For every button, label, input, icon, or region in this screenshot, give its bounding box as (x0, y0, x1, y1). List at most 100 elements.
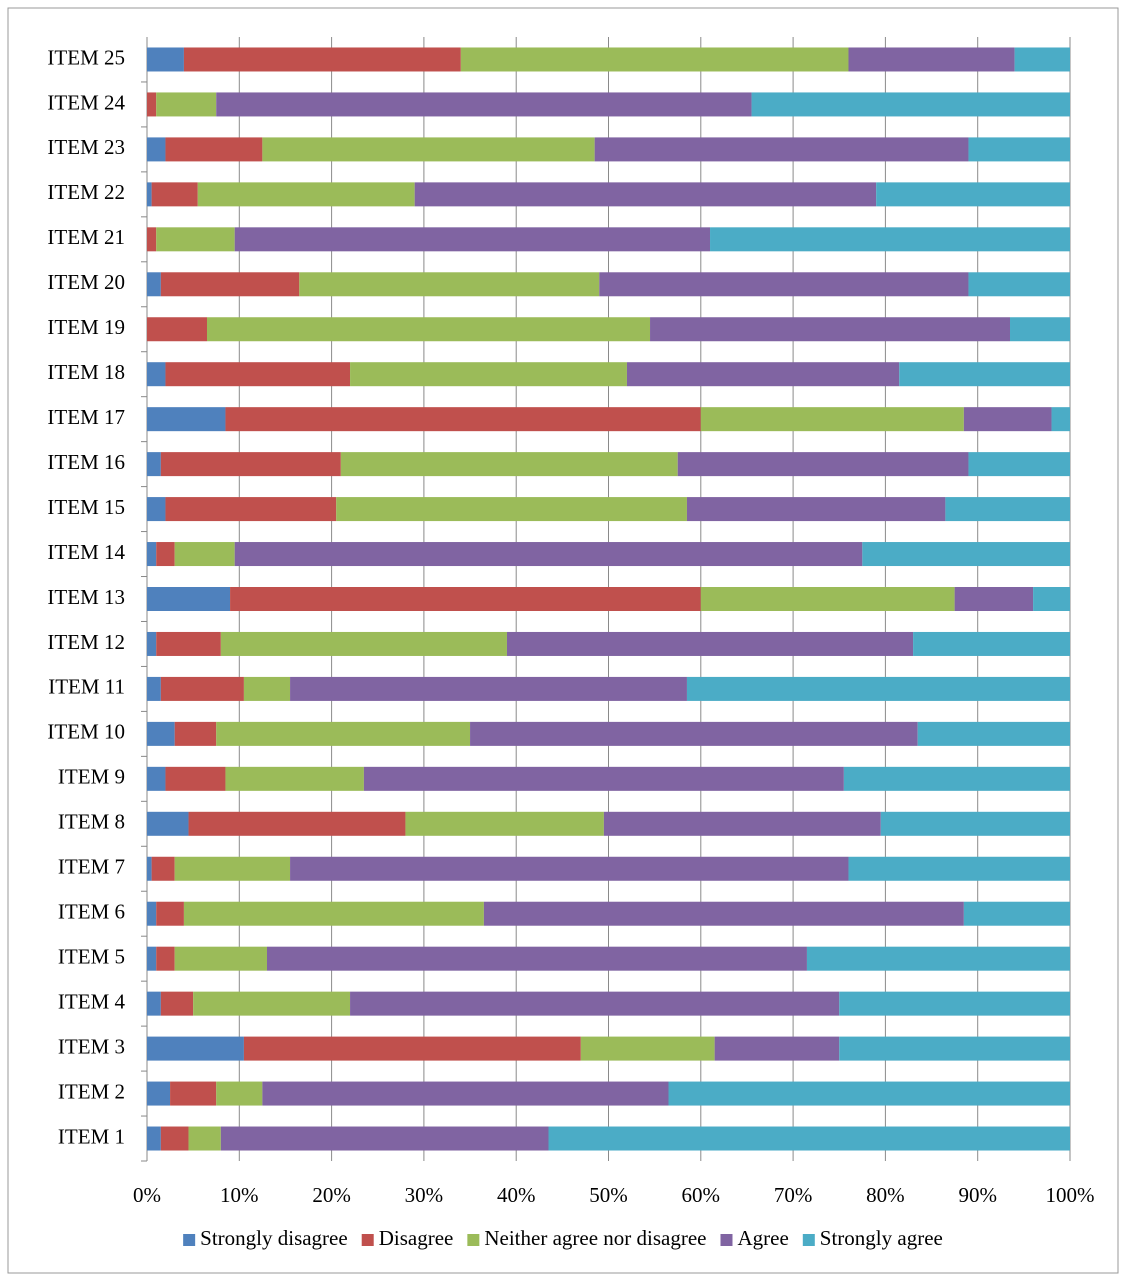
bar-segment (147, 946, 157, 971)
y-tick-label: ITEM 6 (58, 900, 125, 924)
bar-segment (336, 497, 687, 522)
bar-segment (700, 587, 955, 611)
legend-label: Strongly agree (820, 1226, 943, 1250)
bar-segment (147, 721, 175, 746)
bar-segment (234, 227, 711, 252)
x-tick-label: 30% (405, 1183, 444, 1207)
bar-segment (147, 317, 207, 342)
y-tick-label: ITEM 14 (47, 540, 125, 564)
bar-segment (917, 721, 1070, 746)
bar-segment (243, 1036, 581, 1061)
bar-segment (880, 811, 1070, 836)
bar-segment (650, 317, 1011, 342)
y-tick-label: ITEM 8 (58, 810, 125, 834)
bar-segment (156, 946, 175, 971)
bar-segment (350, 991, 840, 1016)
y-tick-label: ITEM 23 (47, 135, 125, 159)
bar-segment (174, 542, 235, 567)
bar-segment (363, 766, 844, 791)
bar-segment (193, 991, 351, 1016)
bar-segment (147, 542, 157, 567)
bar-segment (225, 766, 364, 791)
bar-segment (151, 856, 175, 881)
bar-segment (220, 1126, 549, 1151)
y-tick-label: ITEM 10 (47, 720, 125, 744)
legend-label: Agree (737, 1226, 788, 1250)
bar-segment (1014, 47, 1070, 72)
bar-segment (174, 946, 267, 971)
bar-segment (290, 856, 849, 881)
bar-segment (862, 542, 1070, 567)
bar-segment (230, 587, 701, 611)
bar-segment (165, 497, 337, 522)
bar-segment (147, 901, 157, 926)
bar-segment (147, 1126, 161, 1151)
x-tick-label: 90% (958, 1183, 997, 1207)
x-tick-label: 20% (312, 1183, 351, 1207)
y-tick-label: ITEM 20 (47, 270, 125, 294)
bar-segment (151, 182, 198, 207)
bar-segment (876, 182, 1070, 207)
legend-label: Strongly disagree (200, 1226, 348, 1250)
bar-segment (197, 182, 415, 207)
bar-segment (580, 1036, 715, 1061)
bar-segment (170, 1081, 217, 1106)
bar-segment (710, 227, 1070, 252)
bar-segment (548, 1126, 1070, 1151)
bar-segment (147, 587, 231, 611)
bar-segment (147, 676, 161, 701)
legend-swatch (720, 1234, 733, 1246)
y-tick-label: ITEM 19 (47, 315, 125, 339)
legend-swatch (802, 1234, 815, 1246)
bar-segment (147, 991, 161, 1016)
bar-segment (243, 676, 291, 701)
bar-segment (225, 407, 701, 432)
legend-swatch (467, 1234, 480, 1246)
bar-segment (1010, 317, 1070, 342)
bar-segment (899, 362, 1070, 387)
bar-segment (147, 1036, 244, 1061)
legend-label: Disagree (379, 1226, 454, 1250)
bar-segment (216, 721, 471, 746)
bar-segment (147, 182, 152, 207)
bar-segment (147, 407, 226, 432)
bar-segment (968, 272, 1070, 297)
bar-segment (147, 497, 166, 522)
legend-swatch (183, 1234, 196, 1246)
bar-segment (234, 542, 863, 567)
bar-segment (156, 92, 217, 117)
bar-segment (220, 631, 507, 656)
bar-segment (848, 47, 1015, 72)
y-tick-label: ITEM 9 (58, 765, 125, 789)
bar-segment (165, 362, 351, 387)
y-tick-label: ITEM 2 (58, 1079, 125, 1103)
bar-segment (460, 47, 849, 72)
y-tick-label: ITEM 18 (47, 360, 125, 384)
bar-segment (156, 901, 184, 926)
x-tick-label: 10% (220, 1183, 259, 1207)
bar-segment (147, 1081, 171, 1106)
y-tick-label: ITEM 13 (47, 585, 125, 609)
bar-segment (700, 407, 964, 432)
bar-segment (262, 1081, 669, 1106)
bar-segment (714, 1036, 840, 1061)
bar-segment (963, 901, 1070, 926)
bar-segment (677, 452, 969, 477)
bar-segment (160, 991, 194, 1016)
bar-segment (147, 766, 166, 791)
x-tick-label: 50% (589, 1183, 628, 1207)
x-tick-label: 100% (1046, 1183, 1095, 1207)
bar-segment (156, 631, 221, 656)
bar-segment (160, 1126, 189, 1151)
bar-segment (147, 227, 157, 252)
bar-segment (686, 676, 1070, 701)
bar-segment (188, 1126, 221, 1151)
bar-segment (839, 1036, 1070, 1061)
bar-segment (174, 721, 217, 746)
bar-segment (599, 272, 969, 297)
bar-segment (183, 901, 484, 926)
bar-segment (839, 991, 1070, 1016)
bar-segment (216, 92, 752, 117)
bar-segment (174, 856, 291, 881)
